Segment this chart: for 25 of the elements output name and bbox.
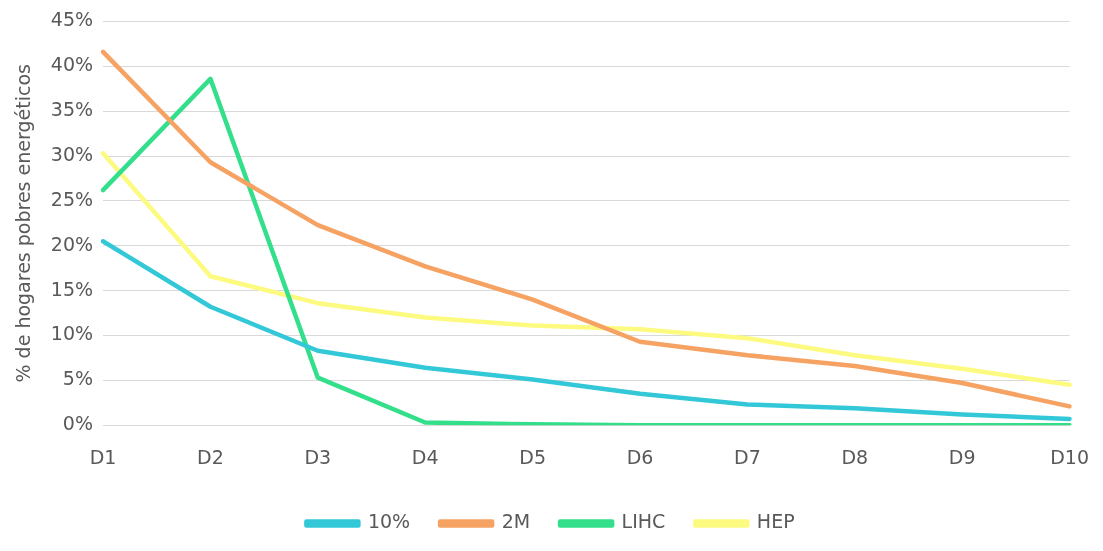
y-axis-title: % de hogares pobres energéticos	[12, 64, 35, 383]
y-tick-label: 0%	[62, 412, 94, 435]
x-tick-label: D4	[411, 445, 439, 468]
x-tick-label: D10	[1050, 445, 1089, 468]
x-tick-label: D8	[841, 445, 869, 468]
y-tick-label: 5%	[62, 367, 94, 390]
x-tick-label: D3	[304, 445, 332, 468]
y-tick-label: 10%	[50, 322, 94, 345]
y-tick-label: 15%	[50, 277, 94, 300]
y-tick-label: 30%	[50, 142, 94, 165]
y-tick-label: 45%	[50, 8, 94, 31]
x-tick-label: D6	[626, 445, 654, 468]
x-tick-label: D1	[89, 445, 117, 468]
y-tick-label: 25%	[50, 187, 94, 210]
y-tick-label: 20%	[50, 232, 94, 255]
legend-label: 2M	[501, 510, 531, 533]
x-tick-label: D7	[734, 445, 761, 468]
x-tick-label: D5	[519, 445, 546, 468]
x-tick-label: D9	[948, 445, 976, 468]
legend-label: LIHC	[621, 510, 666, 533]
x-tick-label: D2	[197, 445, 224, 468]
y-tick-label: 40%	[50, 53, 94, 76]
legend-label: HEP	[756, 510, 795, 533]
y-tick-label: 35%	[50, 98, 94, 121]
legend-label: 10%	[367, 510, 411, 533]
